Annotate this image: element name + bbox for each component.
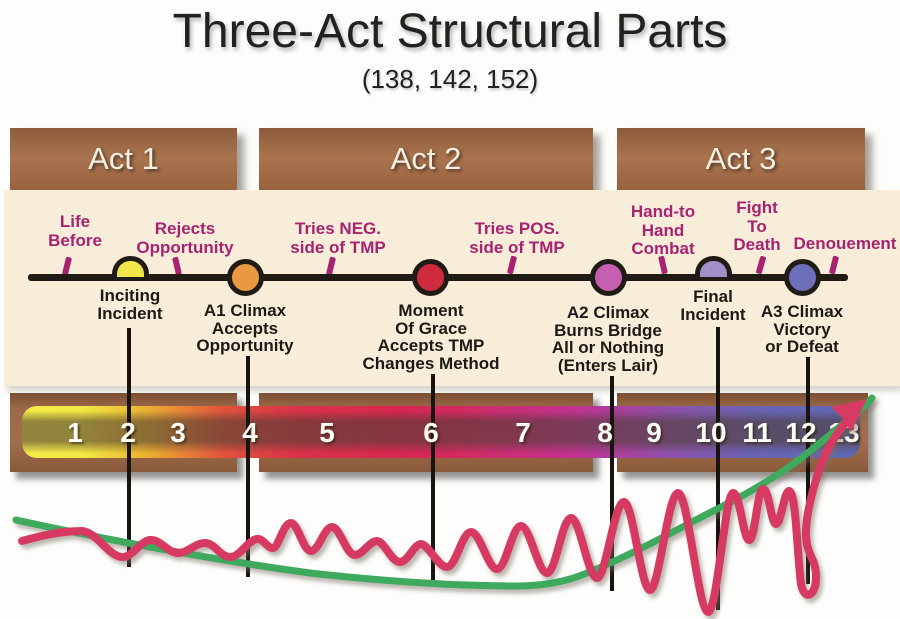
label-tries-neg-tmp: Tries NEG. side of TMP — [290, 219, 386, 257]
label-moment-of-grace: Moment Of Grace Accepts TMP Changes Meth… — [362, 301, 500, 373]
scale-number-9: 9 — [646, 417, 662, 448]
scale-number-7: 7 — [515, 417, 531, 448]
scale-number-3: 3 — [170, 417, 186, 448]
page-subtitle: (138, 142, 152) — [361, 64, 539, 94]
connector-a2-climax — [610, 376, 614, 591]
label-fight-to-death: Fight To Death — [733, 198, 781, 254]
act2-header: Act 2 — [259, 128, 593, 190]
trend-curve-green — [12, 394, 876, 590]
scale-number-2: 2 — [120, 417, 136, 448]
act3-header: Act 3 — [617, 128, 865, 190]
story-scale-bar — [22, 406, 860, 458]
label-tries-pos-tmp: Tries POS. side of TMP — [469, 219, 565, 257]
label-a1-climax: A1 Climax Accepts Opportunity — [196, 301, 294, 355]
point-final-incident-icon — [695, 256, 732, 277]
tension-wave-pink — [18, 410, 857, 617]
scale-number-8: 8 — [597, 417, 613, 448]
scale-number-6: 6 — [423, 417, 439, 448]
point-a3-climax-icon — [784, 259, 821, 296]
scale-number-11: 11 — [742, 417, 772, 448]
point-a2-climax-icon — [590, 259, 627, 296]
scale-number-5: 5 — [319, 417, 335, 448]
page-title: Three-Act Structural Parts — [172, 5, 728, 58]
arrowhead-icon — [831, 399, 867, 432]
label-inciting-incident: Inciting Incident — [97, 286, 163, 323]
point-inciting-incident-icon — [112, 256, 149, 277]
scale-number-1: 1 — [67, 417, 83, 448]
label-final-incident: Final Incident — [680, 287, 746, 324]
label-a3-climax: A3 Climax Victory or Defeat — [760, 302, 844, 356]
label-life-before: Life Before — [48, 212, 102, 250]
connector-moment-of-grace — [431, 374, 435, 584]
point-a1-climax-icon — [227, 259, 264, 296]
connector-a1-climax — [246, 356, 250, 577]
label-hand-to-hand-combat: Hand-to Hand Combat — [630, 202, 696, 258]
timeline-band — [4, 190, 900, 386]
scale-number-4: 4 — [242, 417, 258, 448]
connector-a3-climax — [806, 357, 810, 584]
label-rejects-opportunity: Rejects Opportunity — [136, 219, 234, 257]
point-moment-of-grace-icon — [412, 259, 449, 296]
connector-final-incident — [716, 327, 720, 610]
connector-inciting-incident — [127, 328, 131, 567]
scale-number-12: 12 — [785, 417, 817, 448]
act1-header: Act 1 — [10, 128, 237, 190]
label-a2-climax: A2 Climax Burns Bridge All or Nothing (E… — [551, 303, 665, 375]
label-denouement: Denouement — [793, 234, 897, 253]
scale-number-10: 10 — [695, 417, 727, 448]
